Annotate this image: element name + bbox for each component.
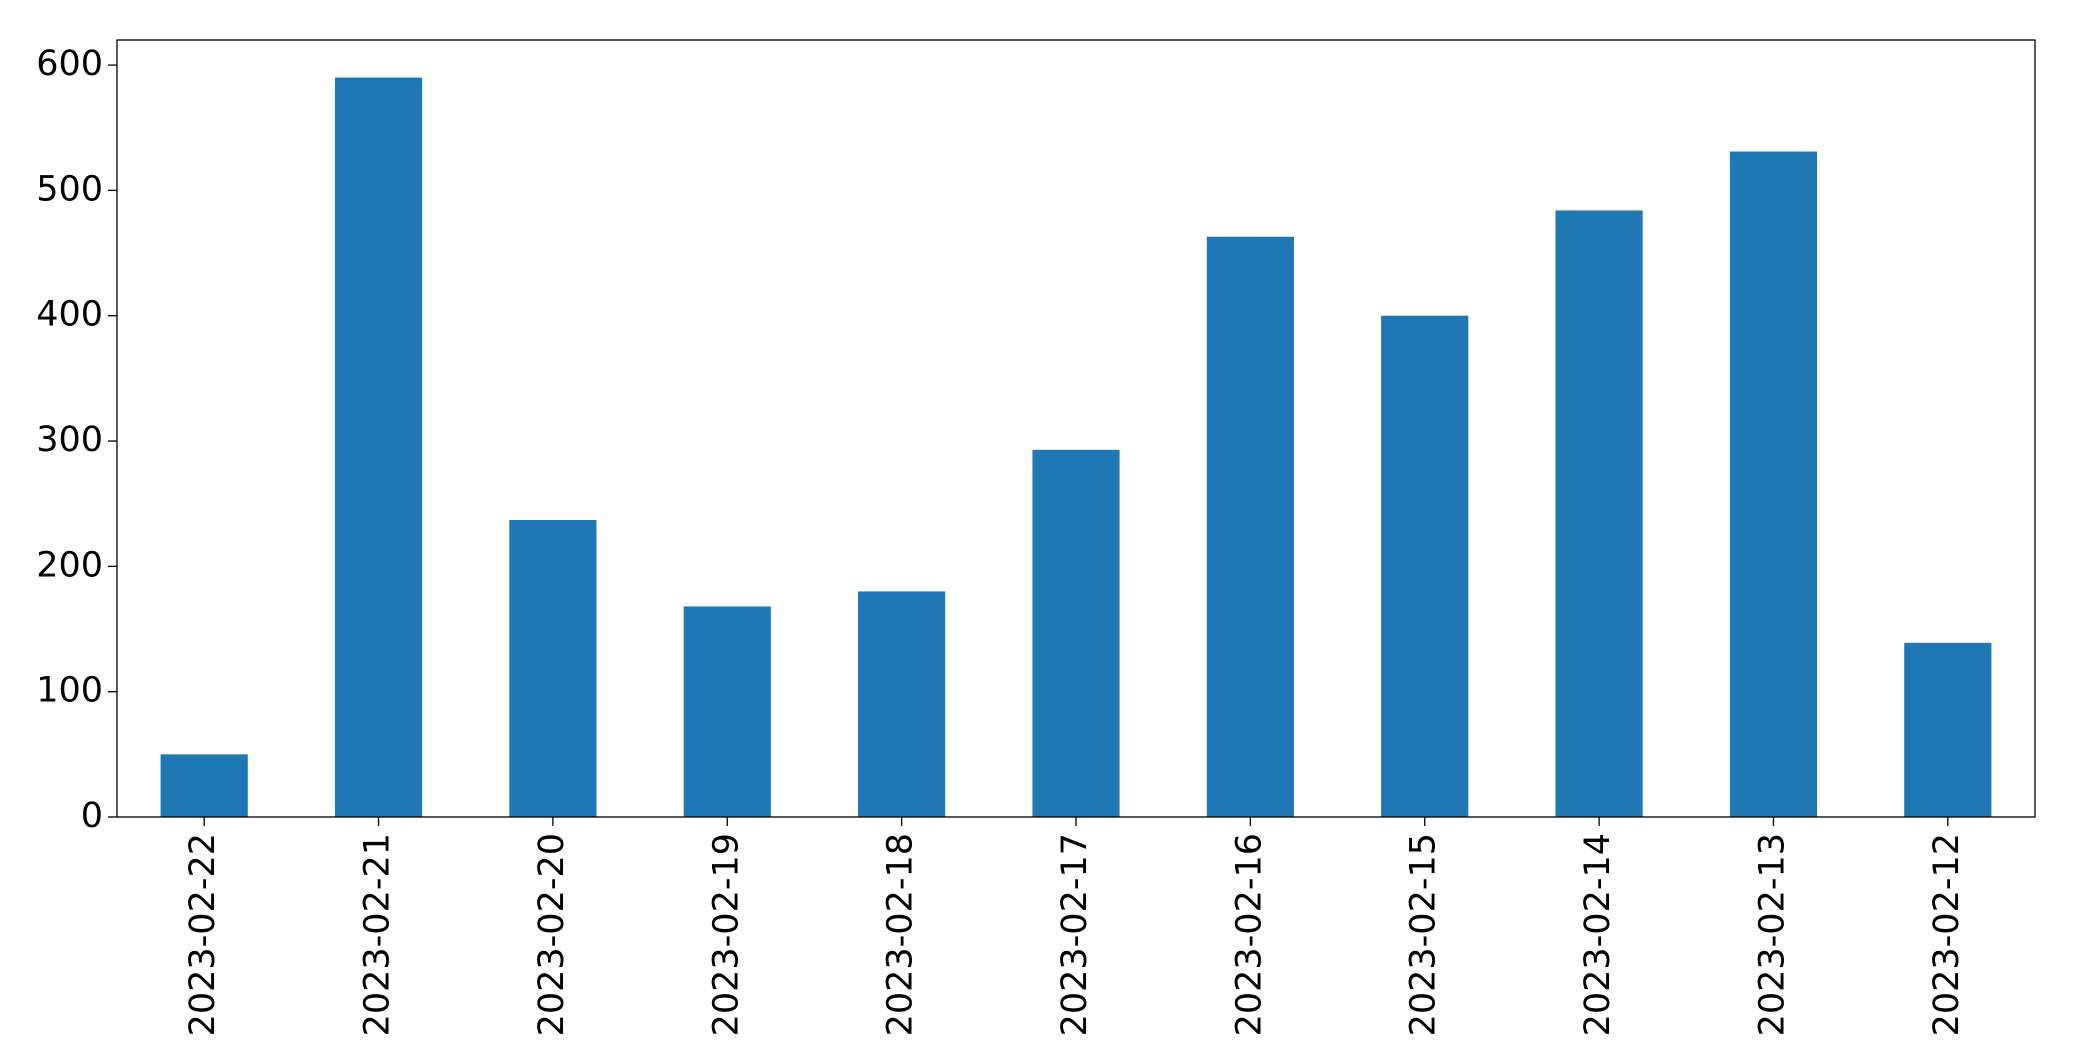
bar — [858, 591, 946, 817]
y-tick-label: 600 — [36, 44, 103, 84]
y-tick-label: 400 — [36, 295, 103, 335]
bar — [1206, 236, 1294, 817]
bar — [509, 519, 597, 817]
x-tick-label: 2023-02-12 — [1927, 833, 1967, 1036]
x-tick-label: 2023-02-13 — [1752, 833, 1792, 1036]
y-tick-label: 100 — [36, 671, 103, 711]
bar — [1381, 315, 1469, 817]
x-tick-label: 2023-02-17 — [1055, 833, 1095, 1036]
bar — [1555, 210, 1643, 817]
bar — [1729, 151, 1818, 817]
x-tick-label: 2023-02-18 — [881, 833, 921, 1036]
x-tick-label: 2023-02-15 — [1404, 833, 1444, 1036]
bar — [1904, 642, 1992, 817]
x-tick-label: 2023-02-19 — [706, 833, 746, 1036]
bar — [683, 606, 771, 817]
x-tick-label: 2023-02-20 — [532, 833, 572, 1036]
plot-area — [160, 77, 1992, 817]
x-tick-label: 2023-02-22 — [183, 833, 223, 1036]
bar — [160, 754, 248, 817]
y-tick-label: 300 — [36, 420, 103, 460]
y-tick-label: 500 — [36, 169, 103, 209]
x-tick-label: 2023-02-14 — [1578, 833, 1618, 1036]
x-tick-label: 2023-02-16 — [1229, 833, 1269, 1036]
bar — [334, 77, 423, 817]
y-tick-label: 0 — [81, 796, 103, 836]
y-tick-label: 200 — [36, 545, 103, 585]
x-tick-label: 2023-02-21 — [358, 833, 398, 1036]
bar — [1032, 449, 1120, 817]
